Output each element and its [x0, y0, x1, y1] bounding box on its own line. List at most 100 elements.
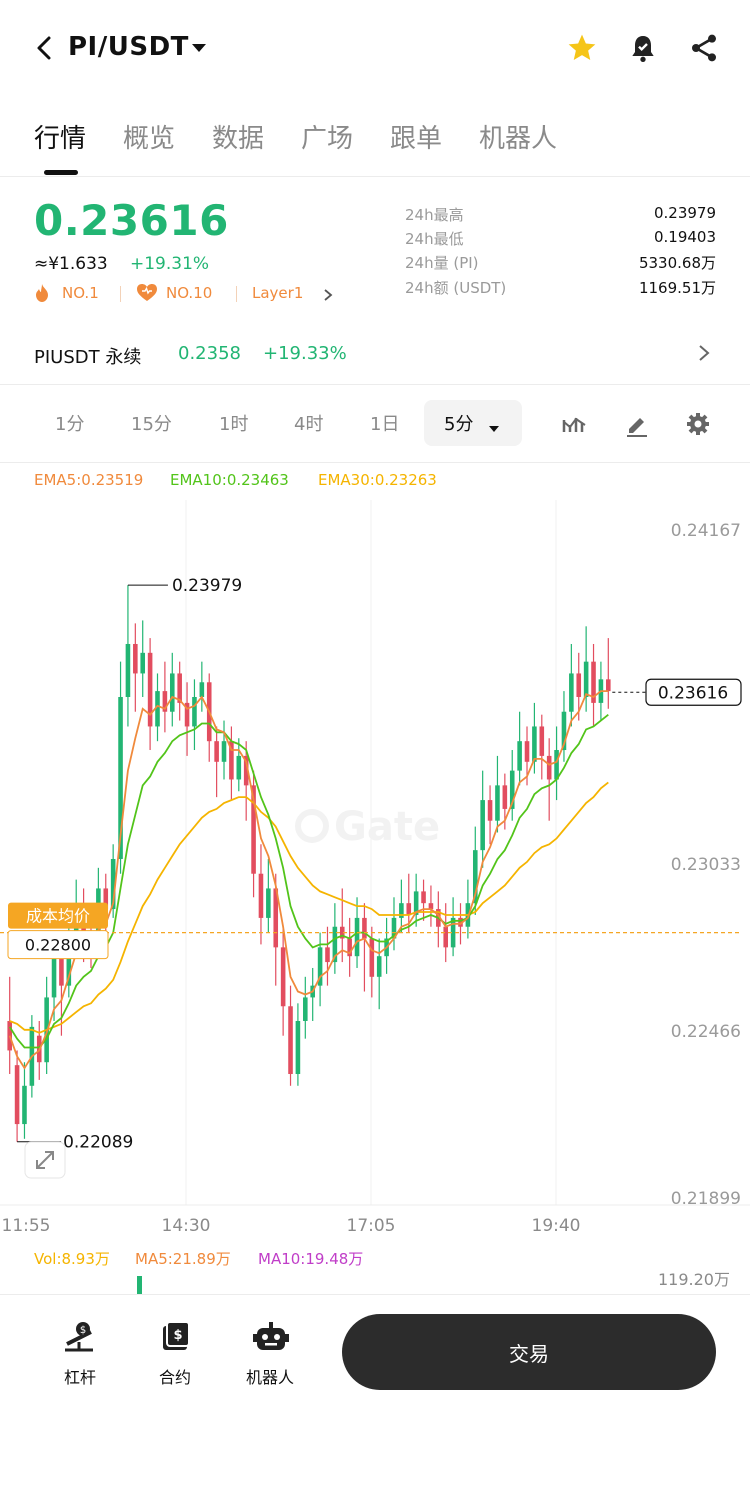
ema30-legend: EMA30:0.23263 — [318, 471, 437, 489]
draw-icon[interactable] — [623, 410, 651, 442]
candle-body — [428, 903, 434, 910]
last-price-label: 0.23616 — [658, 683, 728, 703]
candle-body — [583, 661, 589, 697]
trade-button[interactable]: 交易 — [342, 1314, 716, 1390]
y-tick-label: 0.21899 — [671, 1189, 741, 1209]
candle-body — [399, 903, 404, 918]
candle-body — [450, 917, 456, 948]
stat-value: 0.19403 — [653, 228, 716, 246]
candle-body — [413, 891, 419, 915]
candle-body — [524, 741, 530, 762]
candle-body — [554, 750, 559, 780]
chevron-left-icon — [37, 36, 51, 60]
favorite-button[interactable] — [566, 32, 598, 68]
candle-body — [229, 741, 234, 780]
x-tick-label: 19:40 — [532, 1216, 581, 1236]
volume-ma5: MA5:21.89万 — [135, 1250, 231, 1268]
contract-icon: $ — [159, 1320, 193, 1358]
candle-body — [103, 888, 109, 910]
stat-label: 24h最低 — [405, 230, 464, 248]
robot-label: 机器人 — [245, 1368, 294, 1387]
divider — [236, 286, 237, 302]
candle-body — [532, 726, 537, 762]
candle-body — [199, 682, 205, 697]
gear-icon[interactable] — [684, 410, 712, 442]
candle-body — [14, 1065, 20, 1125]
tab-square[interactable]: 广场 — [301, 124, 354, 154]
indicator-icon[interactable] — [561, 410, 589, 442]
volume-axis-max: 119.20万 — [658, 1270, 730, 1289]
interval-selected-bg — [424, 400, 522, 446]
tab-copytrade[interactable]: 跟单 — [390, 124, 443, 154]
low-marker-label: 0.22089 — [63, 1133, 133, 1153]
cost-label: 成本均价 — [26, 907, 90, 926]
chevron-right-icon[interactable] — [322, 287, 334, 306]
candle-body — [66, 932, 72, 986]
caret-down-icon — [192, 44, 206, 52]
interval-15m[interactable]: 15分 — [131, 414, 172, 435]
tab-overview[interactable]: 概览 — [123, 124, 176, 154]
candle-body — [59, 956, 64, 986]
candle-body — [591, 661, 596, 703]
candle-body — [472, 850, 478, 904]
pair-title[interactable]: PI/USDT — [68, 32, 189, 62]
stat-label: 24h量 (PI) — [405, 254, 479, 272]
candlestick-chart[interactable]: Gate 0.24167 0.23033 0.22466 0.21899 11:55 14… — [0, 500, 750, 1245]
candle-body — [502, 785, 508, 809]
candle-body — [517, 741, 522, 771]
candle-body — [443, 926, 449, 948]
y-tick-label: 0.23033 — [671, 855, 741, 875]
y-tick-label: 0.22466 — [671, 1022, 741, 1042]
expand-button[interactable] — [24, 1141, 66, 1179]
candle-body — [421, 891, 426, 904]
y-tick-label: 0.24167 — [671, 521, 741, 541]
tab-market[interactable]: 行情 — [34, 124, 87, 154]
candle-body — [546, 755, 552, 780]
candle-body — [147, 652, 153, 727]
pair-dropdown[interactable] — [191, 40, 207, 59]
candle-body — [354, 917, 360, 957]
svg-text:$: $ — [80, 1325, 86, 1336]
candle-body — [509, 770, 515, 809]
main-tabs: 行情 概览 数据 广场 跟单 机器人 — [0, 118, 750, 175]
candle-body — [362, 917, 367, 939]
interval-1m[interactable]: 1分 — [55, 414, 85, 435]
gate-watermark: Gate — [295, 804, 440, 850]
ema5-line — [8, 690, 609, 1070]
ema30-line — [9, 781, 609, 1034]
bell-icon — [632, 36, 654, 62]
candle-body — [391, 917, 397, 939]
chart-grid — [0, 500, 750, 1206]
divider — [0, 462, 750, 463]
rank-badge-2[interactable]: NO.10 — [166, 284, 213, 302]
candle-body — [192, 697, 197, 727]
x-tick-label: 11:55 — [2, 1216, 51, 1236]
candle-body — [406, 903, 412, 915]
interval-5m[interactable]: 5分 — [444, 414, 474, 435]
high-marker-label: 0.23979 — [172, 576, 242, 596]
price-alert-button[interactable] — [627, 32, 659, 68]
candle-body — [576, 673, 582, 697]
back-button[interactable] — [30, 32, 60, 64]
candle-body — [243, 755, 249, 786]
category-tag[interactable]: Layer1 — [252, 284, 304, 302]
candle-body — [51, 956, 57, 998]
interval-4h[interactable]: 4时 — [294, 414, 324, 435]
last-price: 0.23616 — [34, 196, 229, 245]
candle-body — [376, 956, 382, 977]
candle-body — [125, 643, 131, 697]
interval-1h[interactable]: 1时 — [219, 414, 249, 435]
heart-icon — [136, 283, 158, 307]
share-button[interactable] — [688, 32, 720, 68]
tab-data[interactable]: 数据 — [212, 124, 265, 154]
rank-badge-1[interactable]: NO.1 — [62, 284, 99, 302]
expand-icon — [36, 1151, 54, 1169]
candle-body — [221, 741, 227, 762]
candle-body — [258, 873, 264, 918]
interval-1d[interactable]: 1日 — [370, 414, 400, 435]
contract-label: 合约 — [158, 1368, 191, 1387]
candle-body — [288, 1006, 293, 1075]
tab-robot[interactable]: 机器人 — [479, 124, 558, 154]
candle-body — [480, 800, 485, 851]
candle-body — [339, 926, 345, 939]
